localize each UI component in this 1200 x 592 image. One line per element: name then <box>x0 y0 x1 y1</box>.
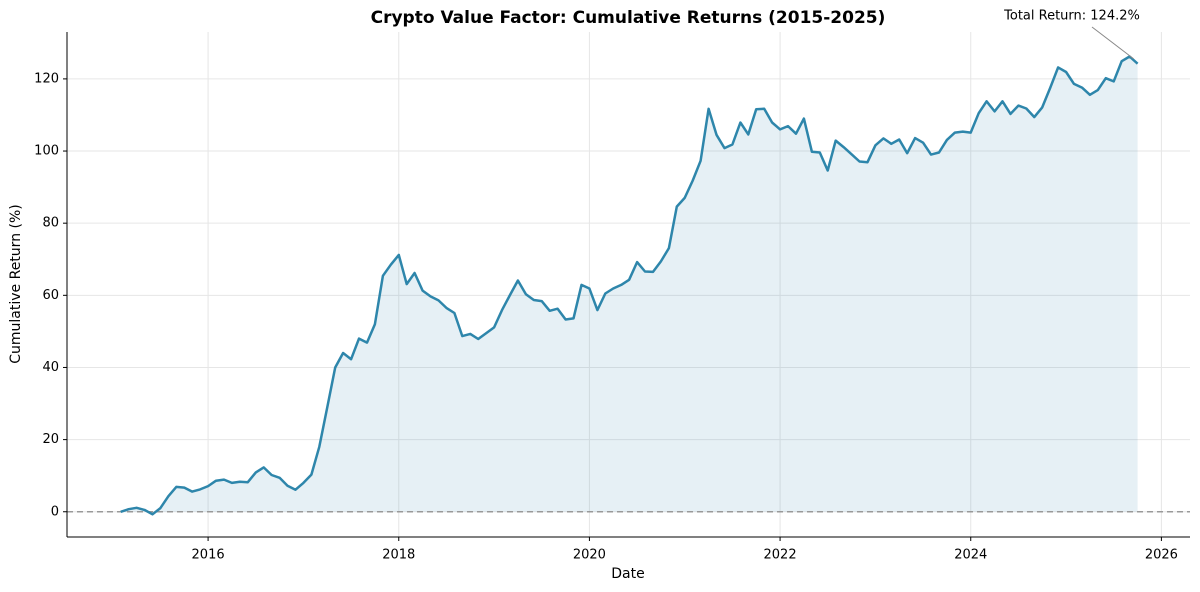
y-tick-label: 80 <box>42 216 59 231</box>
annotation: Total Return: 124.2% <box>1003 9 1140 24</box>
x-tick-label: 2026 <box>1145 548 1178 563</box>
y-tick-label: 100 <box>34 144 59 159</box>
x-tick-label: 2022 <box>764 548 797 563</box>
y-tick-label: 0 <box>51 504 59 519</box>
area <box>120 56 1138 515</box>
y-tick-label: 40 <box>42 360 59 375</box>
y-tick-label: 20 <box>42 432 59 447</box>
y-axis-label: Cumulative Return (%) <box>8 204 24 364</box>
chart-title: Crypto Value Factor: Cumulative Returns … <box>371 8 886 28</box>
x-tick-label: 2016 <box>192 548 225 563</box>
x-tick-label: 2024 <box>954 548 987 563</box>
y-tick-label: 120 <box>34 71 59 86</box>
line <box>120 55 1139 516</box>
y-tick-label: 60 <box>42 288 59 303</box>
x-tick-label: 2018 <box>382 548 415 563</box>
x-axis-label: Date <box>611 566 644 582</box>
x-tick-label: 2020 <box>573 548 606 563</box>
annotation-arrow <box>1091 26 1134 60</box>
